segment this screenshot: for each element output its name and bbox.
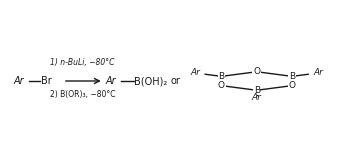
Text: O: O	[289, 81, 295, 90]
Text: Ar: Ar	[13, 76, 24, 86]
Text: O: O	[218, 81, 225, 90]
Text: 1) n-BuLi, −80°C: 1) n-BuLi, −80°C	[50, 58, 115, 67]
Text: B: B	[254, 86, 260, 95]
Text: or: or	[170, 76, 180, 86]
Text: 2) B(OR)₃, −80°C: 2) B(OR)₃, −80°C	[50, 90, 115, 99]
Text: B(OH)₂: B(OH)₂	[134, 76, 168, 86]
Text: B: B	[218, 72, 224, 81]
Text: O: O	[253, 67, 260, 76]
Text: Br: Br	[41, 76, 52, 86]
Text: Ar: Ar	[190, 69, 200, 77]
Text: Ar: Ar	[313, 69, 323, 77]
Text: Ar: Ar	[105, 76, 116, 86]
Text: Ar: Ar	[252, 93, 262, 102]
Text: B: B	[289, 72, 295, 81]
